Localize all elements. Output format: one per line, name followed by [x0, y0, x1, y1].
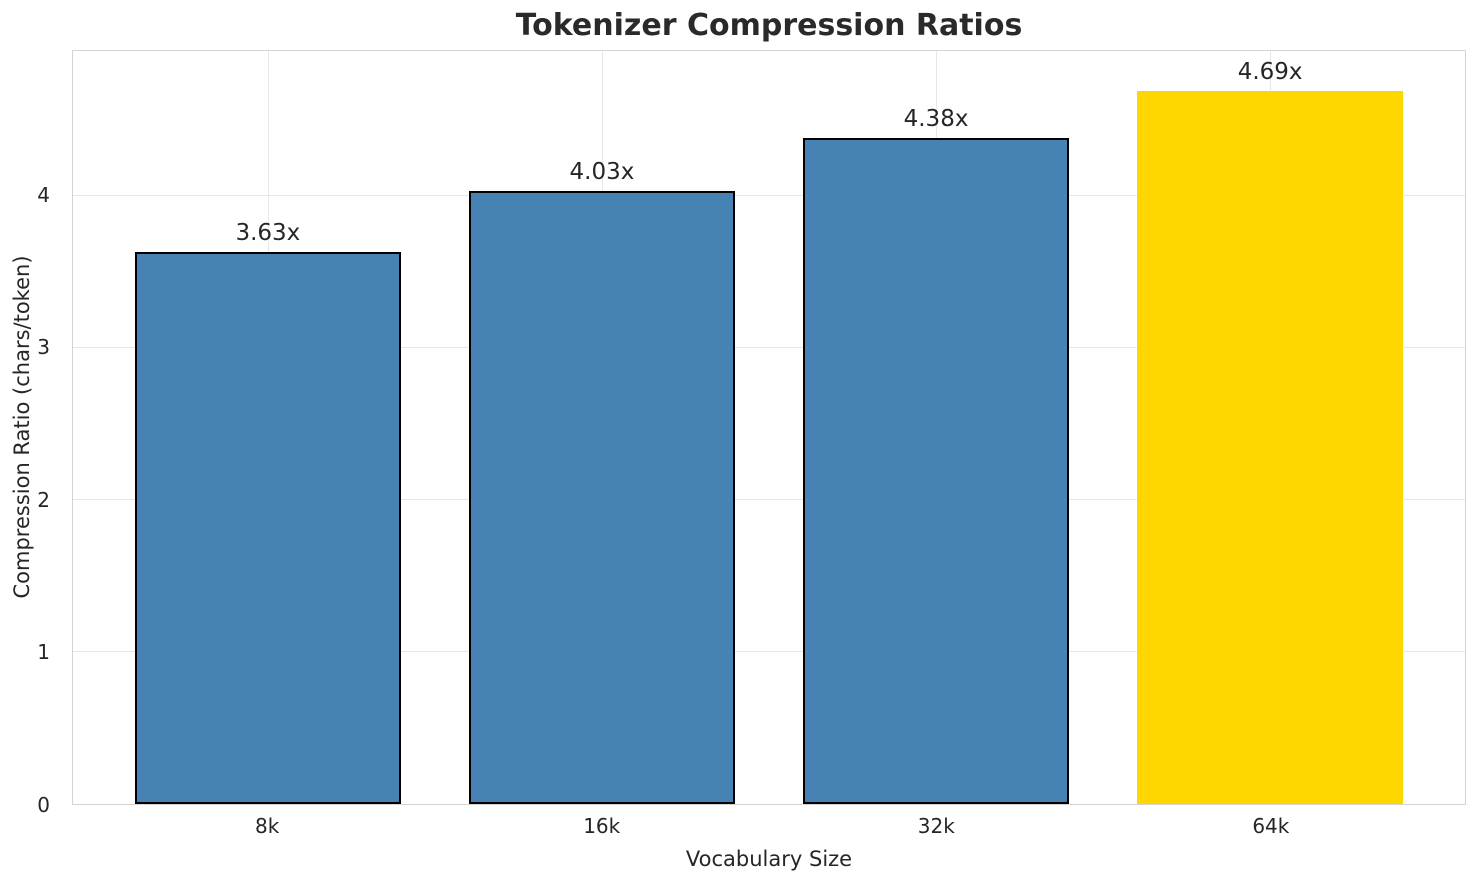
bar: [1137, 90, 1404, 804]
y-tick-labels: 0 1 2 3 4: [0, 50, 64, 817]
y-tick-label: 4: [37, 182, 50, 207]
gridline-horizontal: [73, 650, 1465, 652]
x-tick-labels: 8k 16k 32k 64k: [72, 812, 1466, 842]
plot-area: 3.63x 4.03x 4.38x 4.69x: [72, 50, 1466, 805]
bar-value-label: 4.03x: [569, 158, 635, 185]
y-tick-label: 3: [37, 335, 50, 360]
bar: [469, 190, 735, 804]
bar: [803, 137, 1069, 804]
x-tick-label: 8k: [255, 814, 280, 838]
chart-title: Tokenizer Compression Ratios: [515, 8, 1023, 43]
y-tick-label: 1: [37, 640, 50, 665]
gridline-horizontal: [73, 498, 1465, 500]
bar-value-label: 4.69x: [1237, 58, 1303, 85]
x-tick-label: 64k: [1252, 814, 1290, 838]
bar-value-label: 3.63x: [235, 219, 301, 246]
y-tick-label: 2: [37, 487, 50, 512]
bar: [134, 251, 401, 804]
x-axis-label: Vocabulary Size: [685, 847, 853, 871]
gridline-horizontal: [73, 346, 1465, 348]
bar-value-label: 4.38x: [903, 105, 969, 132]
gridline-horizontal: [73, 194, 1465, 196]
x-tick-label: 16k: [583, 814, 621, 838]
x-tick-label: 32k: [917, 814, 955, 838]
y-tick-label: 0: [37, 793, 50, 817]
